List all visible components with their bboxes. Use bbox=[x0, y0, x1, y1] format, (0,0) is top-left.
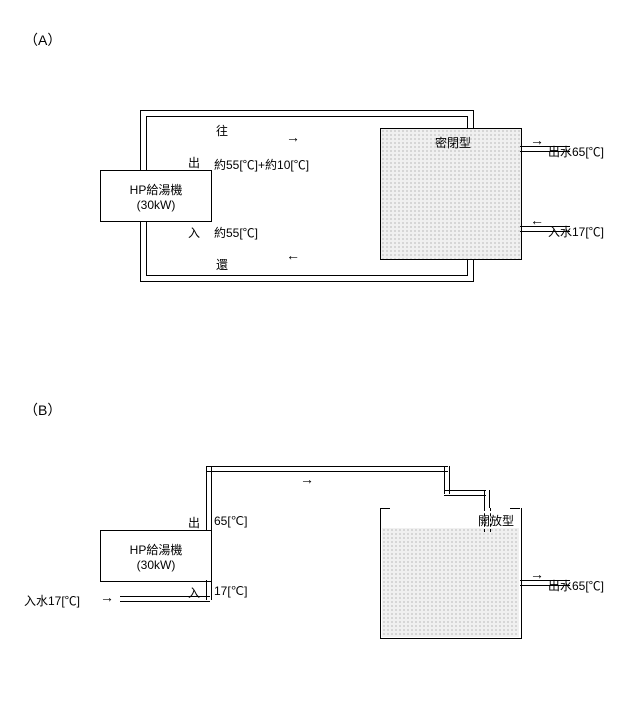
forward-temp: 約55[℃]+約10[℃] bbox=[214, 156, 309, 173]
pipe-b-in-h bbox=[120, 596, 210, 602]
arrow-out-a: → bbox=[530, 133, 544, 147]
arrow-inwater-b: → bbox=[100, 590, 114, 604]
arrow-top-b: → bbox=[300, 472, 314, 486]
panel-a-label: （A） bbox=[24, 30, 61, 50]
arrow-return: ← bbox=[286, 248, 300, 262]
hp-line2-a: (30kW) bbox=[137, 198, 176, 212]
return-temp: 約55[℃] bbox=[214, 224, 258, 241]
tank-sealed-label: 密閉型 bbox=[435, 134, 471, 151]
out-char-b: 出 bbox=[188, 514, 200, 531]
in-temp-b: 17[℃] bbox=[214, 584, 248, 598]
tank-lip-left bbox=[380, 508, 390, 509]
tank-open-fill bbox=[382, 528, 519, 637]
hp-line1-a: HP給湯機 bbox=[130, 181, 183, 198]
arrow-forward: → bbox=[286, 130, 300, 144]
out-water-b: 出水65[℃] bbox=[548, 577, 604, 594]
out-water-a: 出水65[℃] bbox=[548, 143, 604, 160]
arrow-out-b: → bbox=[530, 567, 544, 581]
arrow-in-a: ← bbox=[530, 213, 544, 227]
hp-unit-b: HP給湯機 (30kW) bbox=[100, 530, 212, 582]
out-char-a: 出 bbox=[188, 154, 200, 171]
in-water-b: 入水17[℃] bbox=[24, 592, 80, 609]
tank-open-label: 開放型 bbox=[478, 512, 514, 529]
tank-lip-right bbox=[510, 508, 520, 509]
in-water-a: 入水17[℃] bbox=[548, 223, 604, 240]
pipe-b-run1 bbox=[206, 466, 448, 472]
panel-b-label: （B） bbox=[24, 400, 61, 420]
forward-char: 往 bbox=[216, 122, 228, 139]
pipe-b-drop2 bbox=[484, 490, 490, 508]
pipe-b-rise bbox=[206, 466, 212, 530]
return-char: 還 bbox=[216, 256, 228, 273]
pipe-b-in-v bbox=[206, 580, 212, 600]
hp-unit-a: HP給湯機 (30kW) bbox=[100, 170, 212, 222]
hp-line1-b: HP給湯機 bbox=[130, 541, 183, 558]
in-char-a: 入 bbox=[188, 224, 200, 241]
pipe-b-run2 bbox=[444, 490, 486, 496]
out-temp-b: 65[℃] bbox=[214, 514, 248, 528]
hp-line2-b: (30kW) bbox=[137, 558, 176, 572]
